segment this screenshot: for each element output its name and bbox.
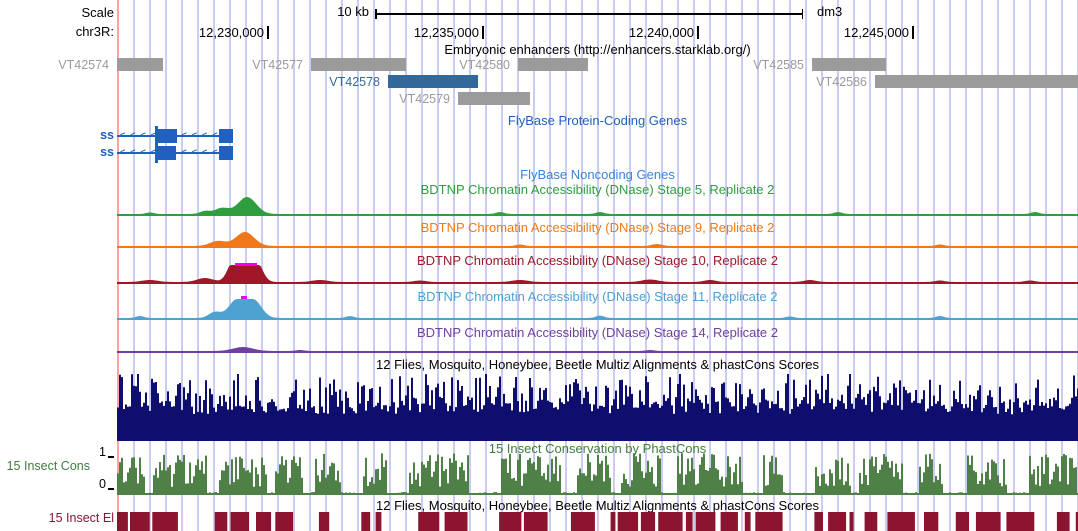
enhancer-label: VT42574 xyxy=(58,58,109,72)
ruler-tick-mark xyxy=(267,26,269,39)
conservation-signal-area[interactable] xyxy=(117,450,1078,495)
multiz-track-title-2: 12 Flies, Mosquito, Honeybee, Beetle Mul… xyxy=(376,498,819,513)
enhancer-label: VT42580 xyxy=(459,58,510,72)
enhancer-label: VT42586 xyxy=(816,75,867,89)
clip-indicator xyxy=(235,263,257,266)
ruler-position-label[interactable]: 12,230,000 xyxy=(198,25,264,40)
enhancer-label: VT42585 xyxy=(753,58,804,72)
signal-baseline xyxy=(117,351,1078,353)
exon-box[interactable] xyxy=(219,129,233,143)
enhancer-box[interactable] xyxy=(458,92,530,105)
exon-box[interactable] xyxy=(156,146,176,160)
clip-indicator xyxy=(241,296,247,299)
enhancer-box[interactable] xyxy=(388,75,478,88)
noncoding-track-title: FlyBase Noncoding Genes xyxy=(520,167,675,182)
assembly-label: dm3 xyxy=(817,4,843,19)
chromosome-label: chr3R: xyxy=(75,24,114,39)
conservation-left-label[interactable]: 15 Insect Cons xyxy=(6,459,90,473)
elements-left-label[interactable]: 15 Insect El xyxy=(48,511,114,525)
enhancer-label: VT42577 xyxy=(252,58,303,72)
protein-coding-track-title: FlyBase Protein-Coding Genes xyxy=(507,113,688,128)
enhancer-label: VT42579 xyxy=(399,92,450,106)
cds-start-tick xyxy=(155,126,158,146)
window-start-line xyxy=(117,0,119,531)
ruler-position-label[interactable]: 12,240,000 xyxy=(628,25,694,40)
stage14-signal-area[interactable] xyxy=(117,321,1078,351)
conservation-axis-min-tick xyxy=(108,488,114,490)
scale-bar-value: 10 kb xyxy=(337,4,369,19)
ruler-position-label[interactable]: 12,245,000 xyxy=(843,25,909,40)
scale-bar xyxy=(375,9,803,18)
enhancer-box[interactable] xyxy=(812,58,886,71)
enhancer-label: VT42578 xyxy=(329,75,380,89)
ruler-tick-mark xyxy=(482,26,484,39)
enhancer-box[interactable] xyxy=(311,58,406,71)
stage9-signal-area[interactable] xyxy=(117,216,1078,246)
track-title: BDTNP Chromatin Accessibility (DNase) St… xyxy=(420,220,775,235)
conserved-elements-area[interactable] xyxy=(117,512,1078,531)
conservation-track-title: 15 Insect Conservation by PhastCons xyxy=(488,441,707,456)
track-title: BDTNP Chromatin Accessibility (DNase) St… xyxy=(416,253,779,268)
exon-box[interactable] xyxy=(155,129,177,143)
signal-baseline xyxy=(117,318,1078,320)
stage11-signal-area[interactable] xyxy=(117,288,1078,318)
track-title: BDTNP Chromatin Accessibility (DNase) St… xyxy=(417,289,778,304)
signal-baseline xyxy=(117,214,1078,216)
multiz-alignment-area[interactable] xyxy=(117,372,1078,441)
track-title: BDTNP Chromatin Accessibility (DNase) St… xyxy=(420,182,775,197)
scale-label: Scale xyxy=(81,5,114,20)
exon-box[interactable] xyxy=(219,146,233,160)
stage5-signal-area[interactable] xyxy=(117,184,1078,214)
grid-lines xyxy=(119,0,1078,531)
signal-baseline xyxy=(117,246,1078,248)
enhancer-box[interactable] xyxy=(875,75,1078,88)
gene-symbol-label[interactable]: ss xyxy=(100,128,114,142)
stage10-signal-area[interactable] xyxy=(117,252,1078,282)
enhancers-track-title: Embryonic enhancers (http://enhancers.st… xyxy=(444,42,751,57)
enhancer-box[interactable] xyxy=(117,58,163,71)
signal-baseline xyxy=(117,282,1078,284)
enhancer-box[interactable] xyxy=(518,58,588,71)
conservation-axis-max: 1 xyxy=(99,445,106,459)
gene-symbol-label[interactable]: ss xyxy=(100,145,114,159)
conservation-axis-min: 0 xyxy=(99,477,106,491)
multiz-track-title: 12 Flies, Mosquito, Honeybee, Beetle Mul… xyxy=(376,357,819,372)
cds-start-tick xyxy=(155,143,158,163)
ruler-position-label[interactable]: 12,235,000 xyxy=(413,25,479,40)
conservation-axis-max-tick xyxy=(108,456,114,458)
ruler-tick-mark xyxy=(697,26,699,39)
ruler-tick-mark xyxy=(912,26,914,39)
track-title: BDTNP Chromatin Accessibility (DNase) St… xyxy=(416,325,779,340)
